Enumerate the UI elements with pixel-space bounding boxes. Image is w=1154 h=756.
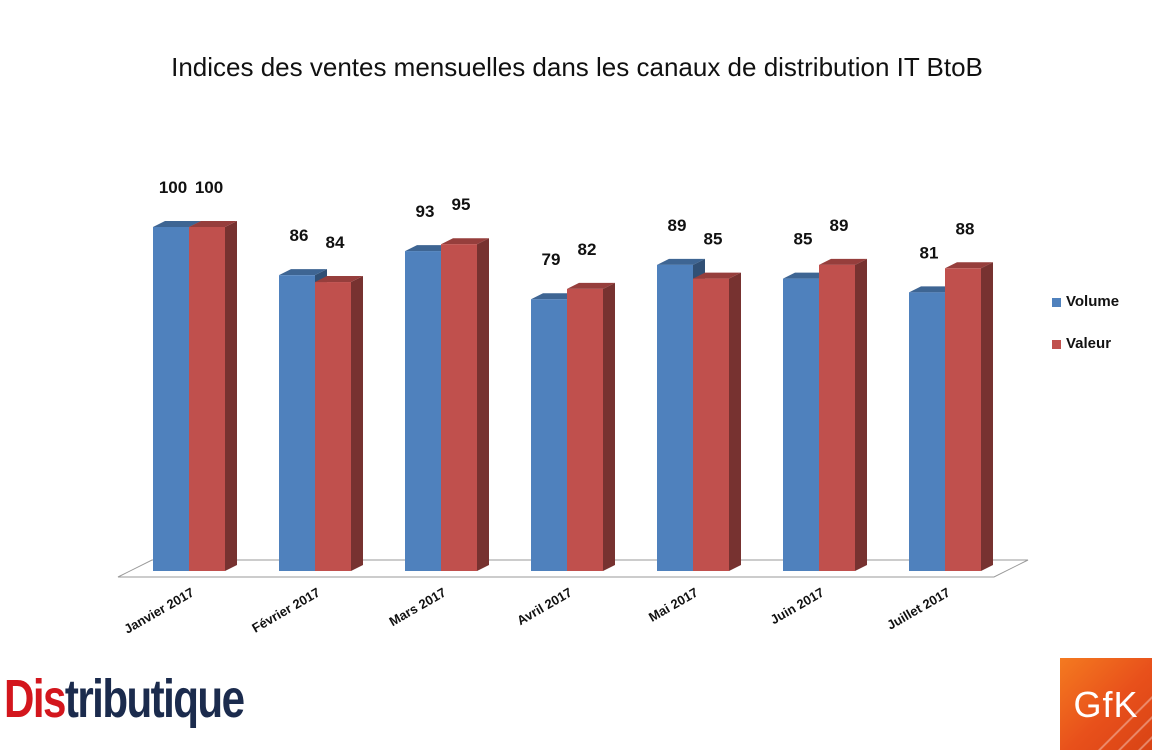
chart-title: Indices des ventes mensuelles dans les c… xyxy=(171,52,983,82)
data-label-volume-6: 81 xyxy=(920,243,939,262)
bar-top-valeur-2 xyxy=(441,238,489,245)
x-tick-label-0: Janvier 2017 xyxy=(121,585,196,637)
legend-label-volume: Volume xyxy=(1066,293,1120,310)
bar-top-valeur-4 xyxy=(693,272,741,279)
bar-top-volume-1 xyxy=(279,269,327,276)
x-tick-label-5: Juin 2017 xyxy=(768,585,827,628)
bar-valeur-6 xyxy=(945,268,981,571)
bar-valeur-5 xyxy=(819,264,855,571)
data-label-valeur-6: 88 xyxy=(956,219,975,238)
data-label-valeur-3: 82 xyxy=(578,240,597,259)
data-label-volume-2: 93 xyxy=(416,202,435,221)
bar-valeur-1 xyxy=(315,282,351,571)
data-label-valeur-5: 89 xyxy=(830,216,849,235)
bar-side-valeur-2 xyxy=(477,238,489,571)
legend-label-valeur: Valeur xyxy=(1066,335,1112,352)
bar-side-valeur-1 xyxy=(351,276,363,571)
bar-volume-2 xyxy=(405,251,441,571)
bar-side-valeur-0 xyxy=(225,221,237,571)
distributique-logo: Distributique xyxy=(4,669,245,729)
bar-side-valeur-5 xyxy=(855,258,867,571)
bar-top-valeur-3 xyxy=(567,282,615,289)
bar-top-volume-4 xyxy=(657,258,705,265)
bar-volume-5 xyxy=(783,278,819,571)
bar-volume-0 xyxy=(153,227,189,571)
data-label-valeur-4: 85 xyxy=(704,230,723,249)
data-label-volume-1: 86 xyxy=(290,226,309,245)
bar-volume-1 xyxy=(279,275,315,571)
bar-volume-3 xyxy=(531,299,567,571)
bar-side-valeur-6 xyxy=(981,262,993,571)
bar-valeur-4 xyxy=(693,278,729,571)
bar-side-valeur-4 xyxy=(729,272,741,571)
bar-side-valeur-3 xyxy=(603,282,615,571)
data-label-valeur-2: 95 xyxy=(452,195,471,214)
bar-top-valeur-5 xyxy=(819,258,867,265)
bar-valeur-3 xyxy=(567,288,603,571)
bar-top-volume-0 xyxy=(153,221,201,227)
data-label-volume-4: 89 xyxy=(668,216,687,235)
x-tick-label-3: Avril 2017 xyxy=(514,585,574,628)
bar-top-valeur-6 xyxy=(945,262,993,269)
data-label-valeur-0: 100 xyxy=(195,178,223,197)
data-label-volume-3: 79 xyxy=(542,250,561,269)
bar-volume-4 xyxy=(657,264,693,571)
data-label-volume-5: 85 xyxy=(794,230,813,249)
bar-volume-6 xyxy=(909,292,945,571)
legend-swatch-valeur xyxy=(1052,340,1061,349)
x-tick-label-6: Juillet 2017 xyxy=(884,585,952,633)
bar-top-valeur-0 xyxy=(189,221,237,227)
legend-swatch-volume xyxy=(1052,298,1061,307)
bar-top-valeur-1 xyxy=(315,276,363,283)
data-label-valeur-1: 84 xyxy=(326,233,345,252)
gfk-logo: GfK xyxy=(1060,658,1152,750)
x-tick-label-1: Février 2017 xyxy=(249,585,322,636)
bar-valeur-2 xyxy=(441,244,477,571)
data-label-volume-0: 100 xyxy=(159,178,187,197)
gfk-logo-text: GfK xyxy=(1073,684,1139,725)
x-tick-label-2: Mars 2017 xyxy=(387,585,449,629)
x-tick-label-4: Mai 2017 xyxy=(646,585,700,625)
bar-valeur-0 xyxy=(189,227,225,571)
